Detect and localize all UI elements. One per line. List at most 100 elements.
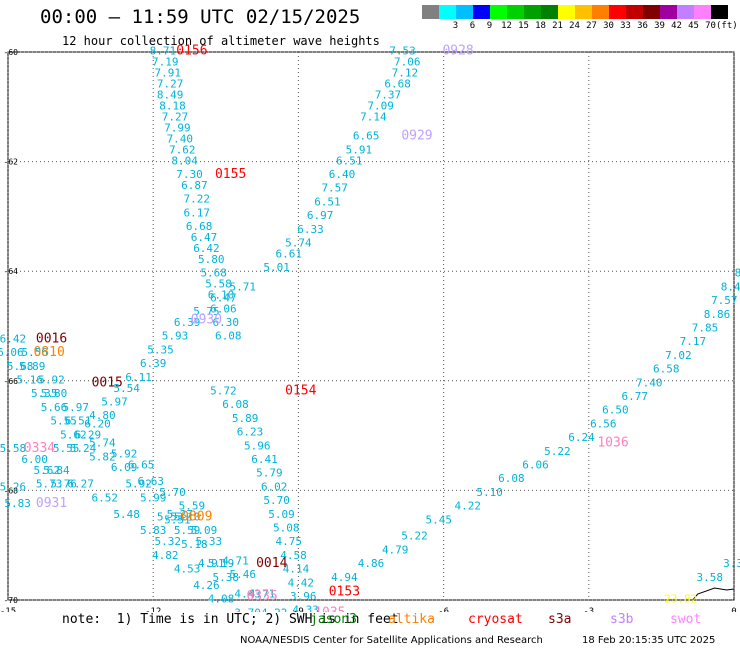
lat-tick-label: -62 (4, 158, 19, 167)
wave-height-label: 6.24 (568, 431, 595, 444)
wave-height-label: 4.79 (382, 543, 409, 556)
wave-height-label: 7.40 (167, 132, 194, 145)
wave-height-label: 4.42 (288, 576, 315, 589)
wave-height-label: 6.51 (314, 195, 341, 208)
wave-height-label: 5.48 (113, 508, 140, 521)
wave-height-label: 6.63 (138, 475, 165, 488)
wave-height-label: 6.08 (215, 330, 242, 343)
wave-height-label: 7.22 (184, 193, 211, 206)
wave-height-label: 5.32 (154, 535, 181, 548)
wave-height-label: 5.10 (476, 486, 503, 499)
wave-height-label: 4.53 (174, 563, 201, 576)
wave-height-label: 5.46 (229, 568, 256, 581)
legend-swatch (558, 5, 575, 19)
wave-height-label: 4.91 (198, 557, 225, 570)
page-title: 00:00 — 11:59 UTC 02/15/2025 (40, 6, 361, 28)
wave-height-label: 4.26 (193, 579, 220, 592)
lon-tick-label: -3 (583, 607, 594, 612)
legend-value: 18 (535, 21, 546, 31)
wave-height-label: 6.08 (498, 472, 525, 485)
wave-height-label: 8.47 (721, 280, 740, 293)
wave-height-label: 6.50 (602, 404, 629, 417)
wave-height-label: 5.80 (41, 387, 68, 400)
wave-height-label: 6.33 (297, 223, 324, 236)
wave-height-label: 6.52 (92, 491, 119, 504)
wave-height-label: 7.12 (392, 67, 419, 80)
wave-height-label: 7.53 (389, 45, 416, 58)
track-time-label: 0335 (246, 589, 277, 604)
satellite-label-cryosat: cryosat (468, 612, 523, 627)
legend-swatch (643, 5, 660, 19)
wave-height-label: 5.89 (19, 360, 46, 373)
wave-height-label: 5.01 (263, 261, 290, 274)
track-time-label: 0810 (33, 345, 64, 360)
wave-height-label: 5.51 (164, 513, 191, 526)
wave-height-label: 6.06 (210, 302, 237, 315)
wave-height-label: 5.09 (268, 508, 295, 521)
wave-height-label: 8. (735, 267, 740, 280)
wave-height-label: 5.27 (167, 508, 194, 521)
wave-height-label: 5.93 (162, 330, 189, 343)
wave-height-label: 5.45 (426, 513, 453, 526)
wave-height-label: 5.83 (4, 497, 31, 510)
legend-swatch (660, 5, 677, 19)
legend-swatch (694, 5, 711, 19)
wave-height-label: 5.84 (43, 464, 70, 477)
wave-height-label: 3.96 (290, 590, 317, 603)
wave-height-label: 6.39 (174, 316, 201, 329)
wave-height-label: 5.18 (181, 538, 208, 551)
wave-height-label: 5.54 (113, 382, 140, 395)
wave-height-label: 6.41 (251, 453, 278, 466)
lat-tick-label: -60 (4, 48, 19, 57)
page-subtitle: 12 hour collection of altimeter wave hei… (62, 34, 380, 48)
wave-height-label: 6.00 (21, 453, 48, 466)
wave-height-label: 5.53 (157, 511, 184, 524)
legend-unit: (ft) (716, 21, 738, 31)
wave-height-label: 6.97 (307, 209, 334, 222)
legend-swatch (490, 5, 507, 19)
lon-tick-label: -12 (145, 607, 161, 612)
legend-swatch (507, 5, 524, 19)
wave-height-label: 5.92 (38, 374, 65, 387)
wave-height-label: 8.49 (157, 89, 184, 102)
track-time-label: 1035 (314, 605, 345, 612)
wave-height-label: 6.23 (237, 426, 264, 439)
lon-tick-label: -9 (293, 607, 304, 612)
wave-height-label: 5.38 (213, 571, 240, 584)
wave-height-label: 6.42 (0, 332, 26, 345)
track-time-label: 0154 (285, 384, 316, 399)
satellite-label-s3b: s3b (610, 612, 634, 627)
wave-height-label: 5.19 (208, 557, 235, 570)
wave-height-label: 7.30 (176, 168, 203, 181)
wave-height-label: 3.31 (723, 557, 740, 570)
wave-height-label: 8.86 (704, 308, 731, 321)
wave-height-label: 4.82 (152, 549, 179, 562)
legend-swatch (524, 5, 541, 19)
wave-height-label: 6.27 (67, 478, 94, 491)
lon-tick-label: -6 (438, 607, 449, 612)
legend-value: 3 (452, 21, 459, 31)
wave-height-label: 5.56 (21, 346, 48, 359)
wave-height-label: 5.75 (193, 305, 220, 318)
satellite-label-jason3: jason3 (310, 612, 357, 627)
wave-height-label: 7.85 (692, 321, 719, 334)
wave-height-label: 5.24 (70, 442, 97, 455)
wave-height-label: 7.19 (152, 56, 179, 69)
track-time-label: 0928 (442, 44, 473, 59)
wave-height-label: 7.09 (367, 100, 394, 113)
legend-swatch (609, 5, 626, 19)
wave-height-label: 7.57 (321, 182, 348, 195)
satellite-label-s3a: s3a (548, 612, 572, 627)
wave-height-label: 4.94 (331, 571, 358, 584)
wave-height-label: 7.06 (394, 56, 421, 69)
map-frame (7, 51, 735, 601)
wave-height-label: 5.26 (0, 480, 26, 493)
wave-height-label: 7.27 (157, 78, 184, 91)
wave-height-label: 5.59 (174, 524, 201, 537)
wave-height-label: 4.75 (275, 535, 302, 548)
wave-height-label: 5.33 (196, 535, 223, 548)
wave-height-label: 5.35 (147, 343, 174, 356)
track-time-label: 0930 (191, 312, 222, 327)
legend-swatch (422, 5, 439, 19)
wave-height-label: 5.58 (205, 278, 232, 291)
